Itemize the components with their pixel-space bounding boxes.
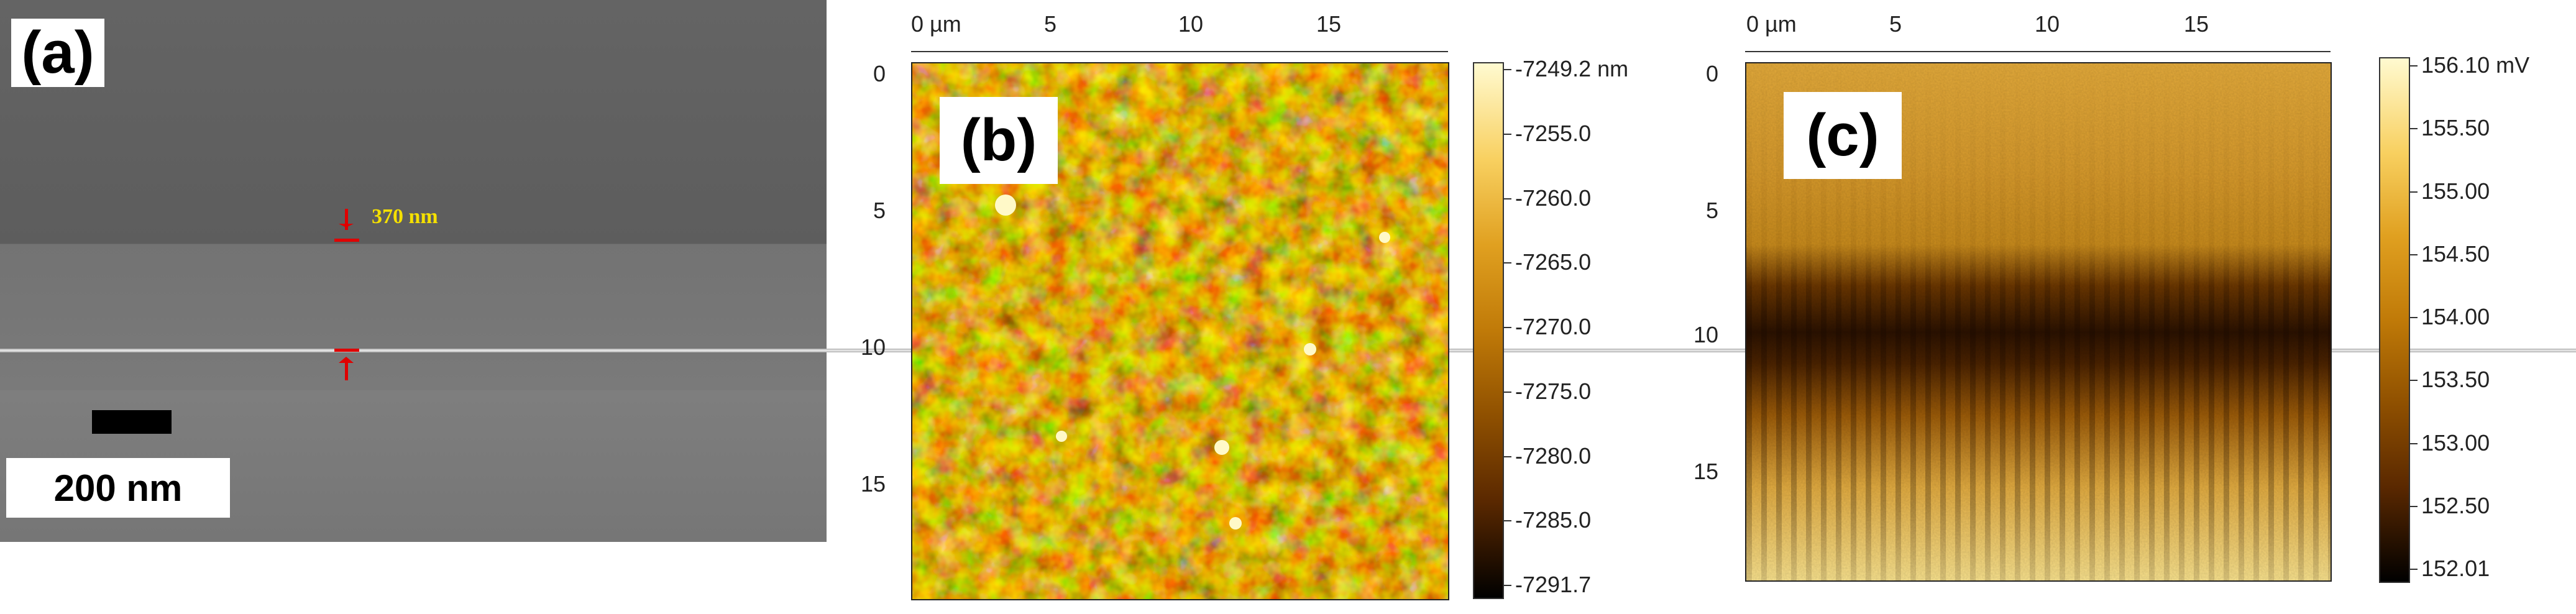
x-tick-5: 5 — [1044, 11, 1057, 37]
top-axis-line — [911, 51, 1448, 52]
colorbar-potential-label: 154.00 — [2421, 304, 2490, 329]
colorbar-height-label: -7265.0 — [1515, 249, 1592, 275]
y-tick-0-c: 0 — [1706, 61, 1719, 86]
top-boundary-mark — [334, 239, 359, 242]
y-tick-5: 5 — [873, 198, 886, 223]
x-tick-15: 15 — [1316, 11, 1342, 37]
colorbar-potential-tick-mark — [2409, 191, 2418, 193]
panel-label-b: (b) — [940, 97, 1058, 184]
afm-topography-map: (b) — [911, 62, 1449, 600]
colorbar-height-tick-mark — [1503, 262, 1511, 264]
colorbar-potential-label: 156.10 mV — [2421, 52, 2530, 78]
panel-label-a: (a) — [11, 19, 104, 87]
bright-grain — [1214, 440, 1229, 455]
bright-grain — [1056, 431, 1067, 442]
colorbar-height-label: -7270.0 — [1515, 314, 1592, 339]
colorbar-height-tick-mark — [1503, 456, 1511, 457]
y-tick-15-c: 15 — [1694, 459, 1719, 484]
x-tick-5-c: 5 — [1889, 11, 1902, 37]
colorbar-potential-label: 153.00 — [2421, 429, 2490, 456]
arrow-up-icon — [345, 362, 348, 380]
scale-bar — [92, 410, 172, 434]
colorbar-height-label: -7291.7 — [1515, 572, 1592, 597]
y-tick-10: 10 — [861, 334, 886, 360]
colorbar-potential-label: 155.00 — [2421, 178, 2490, 204]
panel-label-c: (c) — [1784, 92, 1902, 179]
y-tick-5-c: 5 — [1706, 198, 1719, 223]
film-interface-line — [0, 349, 2576, 352]
bright-grain — [1379, 232, 1390, 243]
arrow-down-icon — [345, 209, 348, 230]
colorbar-potential-label: 153.50 — [2421, 367, 2490, 393]
colorbar-height-tick-mark — [1503, 585, 1511, 586]
colorbar-potential-label: 154.50 — [2421, 241, 2490, 267]
colorbar-height-label: -7260.0 — [1515, 185, 1592, 211]
colorbar-potential-label: 155.50 — [2421, 115, 2490, 141]
x-tick-0-c: 0 µm — [1746, 11, 1797, 37]
y-tick-0: 0 — [873, 61, 886, 86]
x-tick-10-c: 10 — [2035, 11, 2060, 37]
colorbar-height-tick-mark — [1503, 327, 1511, 328]
bright-grain — [1229, 517, 1242, 529]
colorbar-height-tick-mark — [1503, 198, 1511, 199]
bottom-boundary-mark — [334, 349, 359, 352]
colorbar-potential-label: 152.50 — [2421, 492, 2490, 518]
colorbar-height-label: -7275.0 — [1515, 378, 1592, 404]
colorbar-height-tick-mark — [1503, 133, 1511, 135]
x-tick-0: 0 µm — [911, 11, 961, 37]
colorbar-height — [1473, 62, 1504, 599]
bright-grain — [995, 195, 1016, 216]
sem-image: 370 nm (a) 200 nm — [0, 0, 2576, 542]
colorbar-potential-tick-mark — [2409, 128, 2418, 130]
colorbar-potential-tick-mark — [2409, 380, 2418, 382]
colorbar-potential-tick-mark — [2409, 505, 2418, 507]
colorbar-potential-tick-mark — [2409, 254, 2418, 255]
colorbar-height-label: -7255.0 — [1515, 120, 1592, 146]
colorbar-height-label: -7285.0 — [1515, 507, 1592, 533]
colorbar-height-label: -7280.0 — [1515, 442, 1592, 469]
colorbar-height-tick-mark — [1503, 520, 1511, 522]
scale-bar-label: 200 nm — [6, 458, 230, 518]
colorbar-height-tick-mark — [1503, 69, 1511, 70]
thickness-label: 370 nm — [372, 205, 438, 228]
colorbar-potential-label: 152.01 — [2421, 556, 2490, 581]
colorbar-potential-tick-mark — [2409, 317, 2418, 318]
y-tick-10-c: 10 — [1694, 322, 1719, 347]
arrowhead-up-icon — [339, 357, 354, 363]
colorbar-potential-tick-mark — [2409, 442, 2418, 444]
colorbar-potential-tick-mark — [2409, 569, 2418, 570]
x-tick-15-c: 15 — [2184, 11, 2209, 37]
colorbar-potential — [2379, 57, 2410, 583]
top-axis-line-c — [1745, 51, 2331, 52]
colorbar-potential-tick-mark — [2409, 65, 2418, 66]
arrowhead-down-icon — [339, 224, 354, 227]
colorbar-height-tick-mark — [1503, 391, 1511, 393]
kpfm-potential-map: (c) — [1745, 62, 2332, 582]
bright-grain — [1304, 343, 1316, 355]
colorbar-height-label: -7249.2 nm — [1515, 56, 1629, 81]
x-tick-10: 10 — [1178, 11, 1204, 37]
y-tick-15: 15 — [861, 471, 886, 497]
